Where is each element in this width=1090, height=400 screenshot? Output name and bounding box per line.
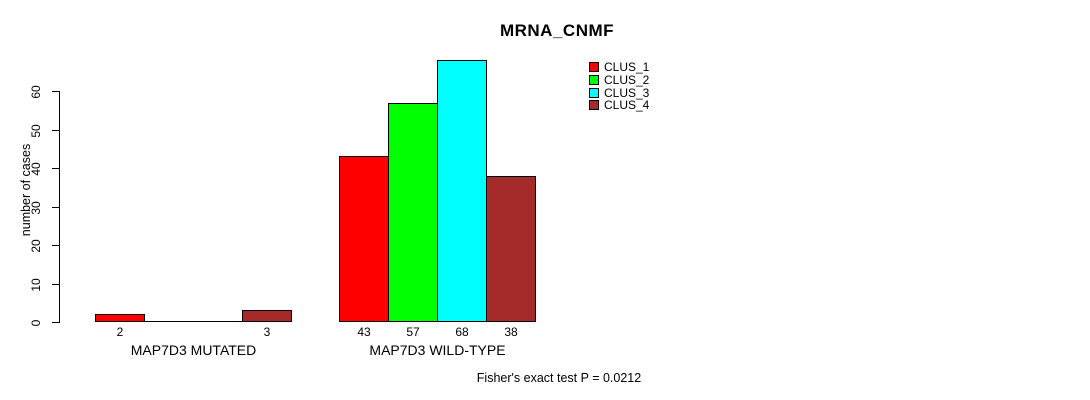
bar-value-label: 57 xyxy=(406,325,420,339)
bar xyxy=(242,310,292,322)
bar xyxy=(388,103,438,322)
bar xyxy=(486,176,536,322)
y-axis-tick xyxy=(52,284,59,285)
zero-height-bar xyxy=(193,321,243,322)
bar-value-label: 68 xyxy=(455,325,469,339)
legend-label: CLUS_3 xyxy=(604,86,650,100)
y-axis-tick xyxy=(52,168,59,169)
footer-annotation: Fisher's exact test P = 0.0212 xyxy=(476,371,642,385)
y-axis-tick-label: 10 xyxy=(29,277,43,292)
legend-label: CLUS_1 xyxy=(604,60,650,74)
category-label: MAP7D3 WILD-TYPE xyxy=(369,342,506,358)
bar-value-label: 38 xyxy=(504,325,518,339)
bar-value-label: 3 xyxy=(263,325,271,339)
y-axis-tick xyxy=(52,130,59,131)
y-axis-tick xyxy=(52,207,59,208)
bar xyxy=(339,156,389,322)
y-axis-tick-label: 20 xyxy=(29,238,43,253)
y-axis-tick-label: 40 xyxy=(29,161,43,176)
zero-height-bar xyxy=(144,321,194,322)
y-axis-tick-label: 60 xyxy=(29,84,43,99)
bar xyxy=(95,314,145,322)
chart-title: MRNA_CNMF xyxy=(499,21,615,40)
category-label: MAP7D3 MUTATED xyxy=(130,342,257,358)
bar xyxy=(437,60,487,322)
y-axis-line xyxy=(59,91,60,323)
legend-swatch xyxy=(589,62,599,72)
legend-swatch xyxy=(589,75,599,85)
bar-value-label: 43 xyxy=(357,325,371,339)
bar-value-label: 2 xyxy=(116,325,124,339)
y-axis-tick xyxy=(52,245,59,246)
legend-swatch xyxy=(589,100,599,110)
legend-label: CLUS_4 xyxy=(604,98,650,112)
legend-label: CLUS_2 xyxy=(604,73,650,87)
y-axis-tick-label: 0 xyxy=(29,319,43,326)
y-axis-tick xyxy=(52,322,59,323)
y-axis-tick-label: 50 xyxy=(29,123,43,138)
y-axis-tick xyxy=(52,91,59,92)
legend-swatch xyxy=(589,88,599,98)
y-axis-tick-label: 30 xyxy=(29,200,43,215)
